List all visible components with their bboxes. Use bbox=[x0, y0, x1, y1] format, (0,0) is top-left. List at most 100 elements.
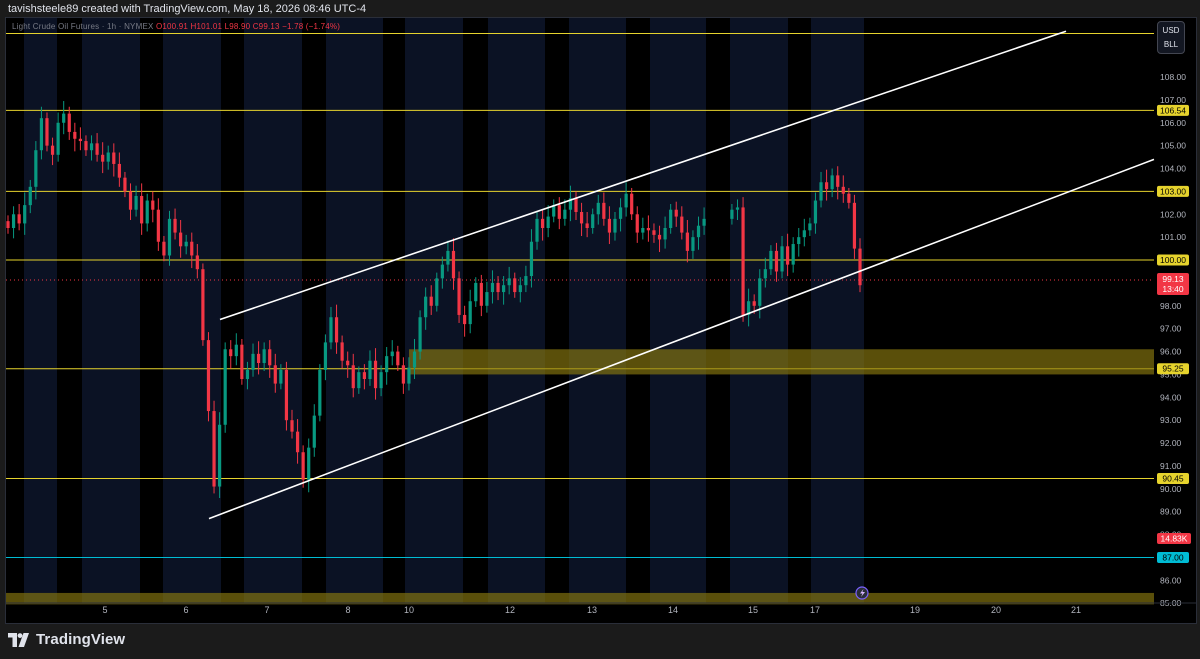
candle-body bbox=[362, 372, 366, 380]
candle-body bbox=[424, 296, 428, 318]
candle-body bbox=[496, 282, 500, 293]
candle-body bbox=[858, 248, 862, 286]
y-tick-label: 97.00 bbox=[1160, 324, 1182, 334]
unit-label: BLL bbox=[1163, 40, 1179, 49]
y-tick-label: 91.00 bbox=[1160, 461, 1182, 471]
level-price-tag-bg bbox=[1157, 104, 1189, 116]
symbol-interval: 1h bbox=[107, 22, 117, 31]
candle-body bbox=[535, 218, 539, 242]
candle-body bbox=[307, 447, 311, 480]
session-band bbox=[488, 18, 545, 603]
candle-body bbox=[268, 349, 272, 366]
y-tick-label: 108.00 bbox=[1160, 72, 1186, 82]
candle-body bbox=[518, 285, 522, 293]
candle-body bbox=[11, 214, 16, 229]
candle-body bbox=[50, 145, 55, 155]
x-tick-label: 20 bbox=[991, 605, 1001, 615]
y-tick-label: 105.00 bbox=[1160, 141, 1186, 151]
x-tick-label: 5 bbox=[102, 605, 107, 615]
candle-body bbox=[412, 351, 417, 368]
candle-body bbox=[379, 372, 383, 389]
candle-body bbox=[791, 244, 795, 265]
candle-body bbox=[774, 250, 779, 272]
candle-body bbox=[657, 234, 662, 240]
candle-body bbox=[490, 282, 495, 293]
trend-channel[interactable] bbox=[208, 30, 1155, 520]
price-chart[interactable]: 108.00 107.00 106.00 105.00 104.00 103.00 102.… bbox=[0, 0, 1200, 624]
candle-body bbox=[262, 349, 266, 363]
candle-body bbox=[39, 118, 44, 151]
symbol-legend[interactable]: Light Crude Oil Futures · 1h · NYMEX O10… bbox=[12, 22, 341, 31]
symbol-exchange: NYMEX bbox=[124, 22, 154, 31]
candle-body bbox=[351, 365, 355, 389]
candle-body bbox=[529, 241, 534, 277]
x-tick-label: 8 bbox=[345, 605, 350, 615]
channel-lower-line[interactable] bbox=[208, 158, 1155, 520]
footer: TradingView bbox=[0, 624, 1200, 659]
candle-body bbox=[179, 232, 183, 247]
candle-body bbox=[334, 317, 339, 343]
session-band bbox=[405, 18, 463, 603]
candle-body bbox=[284, 369, 289, 421]
candle-body bbox=[630, 193, 634, 215]
candle-body bbox=[78, 138, 82, 142]
alert-marker[interactable] bbox=[855, 586, 869, 600]
session-band bbox=[650, 18, 706, 603]
time-axis[interactable]: 5 6 7 8 10 12 13 14 15 17 19 20 21 bbox=[6, 602, 1196, 615]
candle-body bbox=[808, 223, 812, 231]
candle-body bbox=[813, 200, 818, 224]
candle-body bbox=[680, 216, 684, 233]
y-tick-label: 94.00 bbox=[1160, 392, 1182, 402]
brand-name: TradingView bbox=[36, 631, 126, 648]
x-tick-label: 15 bbox=[748, 605, 758, 615]
candle-body bbox=[240, 344, 244, 380]
channel-upper-line[interactable] bbox=[219, 30, 1067, 321]
candle-body bbox=[563, 209, 567, 219]
session-band bbox=[244, 18, 302, 603]
candle-body bbox=[579, 211, 584, 224]
candle-body bbox=[652, 230, 656, 235]
bar-countdown: 13:40 bbox=[1162, 284, 1184, 294]
supply-demand-zones bbox=[6, 349, 1154, 605]
x-tick-label: 21 bbox=[1071, 605, 1081, 615]
y-tick-label: 92.00 bbox=[1160, 438, 1182, 448]
candle-body bbox=[463, 314, 467, 325]
candle-body bbox=[84, 141, 88, 151]
current-price-tag-bg bbox=[1157, 272, 1189, 295]
candle-body bbox=[618, 207, 623, 219]
candle-body bbox=[340, 342, 344, 361]
tradingview-logo[interactable]: TradingView bbox=[8, 631, 125, 648]
candle-body bbox=[819, 182, 823, 201]
y-tick-label: 90.00 bbox=[1160, 484, 1182, 494]
candle-body bbox=[836, 175, 840, 187]
candle-body bbox=[329, 317, 333, 343]
level-price-tag: 95.25 bbox=[1162, 364, 1184, 374]
currency-label: USD bbox=[1162, 26, 1180, 35]
candle-body bbox=[140, 195, 144, 224]
x-tick-label: 10 bbox=[404, 605, 414, 615]
candle-body bbox=[256, 353, 261, 363]
x-tick-label: 14 bbox=[668, 605, 678, 615]
candle-body bbox=[674, 209, 678, 217]
volume-tag: 14.83K bbox=[1161, 534, 1188, 544]
candle-body bbox=[524, 276, 528, 286]
session-band bbox=[730, 18, 788, 603]
candle-body bbox=[741, 207, 745, 315]
candle-body bbox=[451, 250, 456, 279]
candle-body bbox=[596, 202, 600, 215]
symbol-name[interactable]: Light Crude Oil Futures bbox=[12, 22, 100, 31]
candle-body bbox=[279, 369, 283, 384]
candle-body bbox=[747, 301, 751, 315]
y-tick-label: 98.00 bbox=[1160, 301, 1182, 311]
candle-body bbox=[401, 365, 405, 384]
candle-body bbox=[568, 198, 573, 210]
y-tick-label: 102.00 bbox=[1160, 209, 1186, 219]
candle-body bbox=[206, 340, 211, 412]
candle-body bbox=[245, 369, 250, 380]
level-price-tag-bg bbox=[1157, 363, 1189, 375]
candle-body bbox=[123, 177, 127, 192]
candle-body bbox=[229, 349, 233, 357]
currency-unit-selector[interactable]: USD BLL bbox=[1157, 21, 1185, 54]
candle-body bbox=[290, 420, 294, 432]
candle-body bbox=[6, 221, 10, 229]
